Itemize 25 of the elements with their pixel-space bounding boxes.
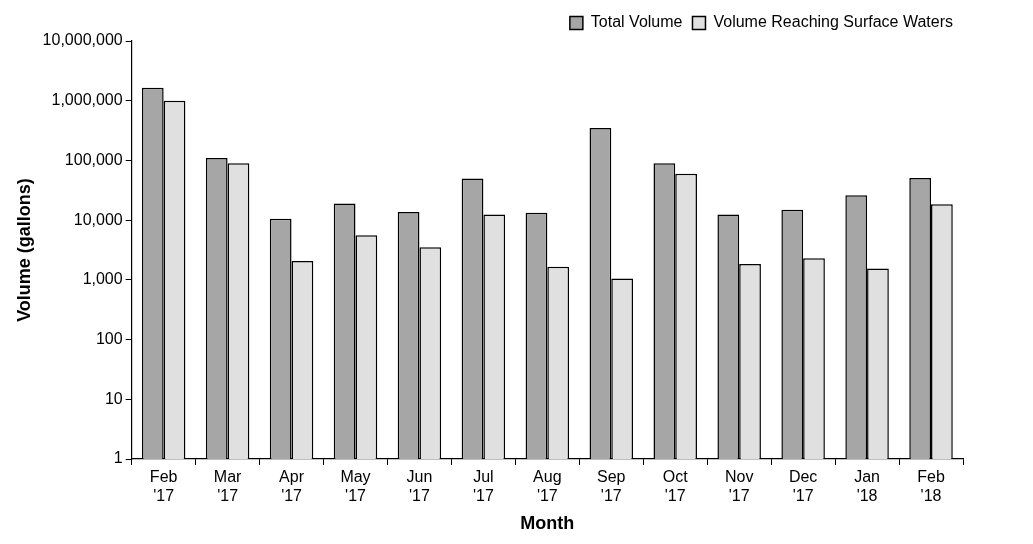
x-tick-label: Jul '17: [472, 468, 494, 505]
y-tick-label: 100,000: [64, 150, 123, 168]
x-tick-label: Dec '17: [788, 468, 818, 505]
y-tick-label: 1,000,000: [51, 91, 123, 109]
x-tick-label: Oct '17: [662, 468, 689, 505]
x-tick-label: Feb '17: [149, 468, 178, 505]
x-tick-label: Mar '17: [213, 468, 243, 505]
x-tick-label: Nov '17: [724, 468, 754, 505]
y-tick-label: 10,000: [73, 210, 123, 228]
y-tick-label: 10,000,000: [42, 31, 123, 49]
y-tick-label: 1: [113, 449, 123, 467]
x-tick-label: Apr '17: [279, 468, 305, 505]
legend-label: Total Volume: [590, 13, 683, 31]
y-tick-label: 100: [95, 329, 123, 347]
x-tick-label: Sep '17: [597, 468, 626, 505]
y-tick-label: 10: [104, 389, 123, 407]
x-tick-label: Feb '18: [917, 468, 945, 505]
x-axis-title: Month: [520, 513, 575, 534]
x-tick-label: Jun '17: [406, 468, 433, 505]
y-axis-title: Volume (gallons): [13, 178, 34, 322]
x-tick-label: Aug '17: [533, 468, 562, 505]
y-tick-label: 1,000: [82, 270, 123, 288]
x-tick-label: Jan '18: [854, 468, 880, 505]
legend-label: Volume Reaching Surface Waters: [713, 13, 954, 31]
x-tick-label: May '17: [340, 468, 371, 505]
